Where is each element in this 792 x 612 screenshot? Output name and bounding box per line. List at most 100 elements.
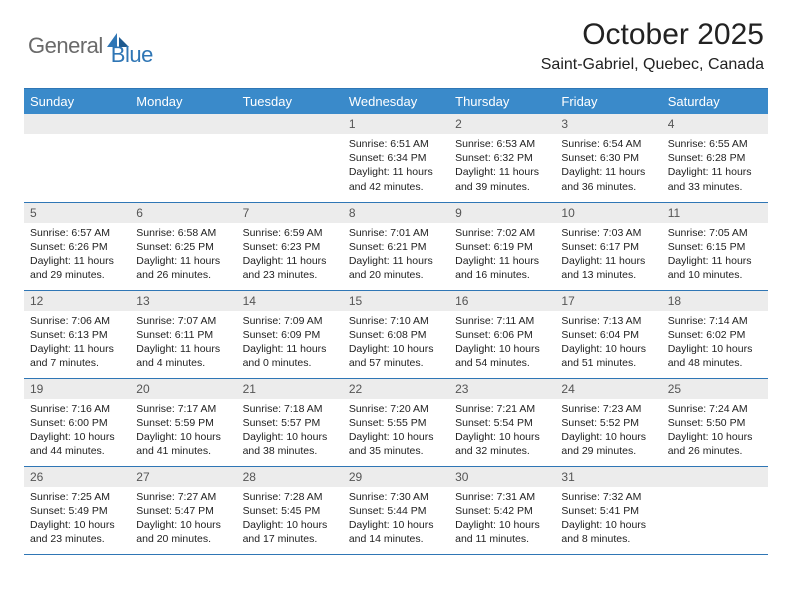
day-body: Sunrise: 7:18 AMSunset: 5:57 PMDaylight:…: [237, 399, 343, 463]
day-body: Sunrise: 7:09 AMSunset: 6:09 PMDaylight:…: [237, 311, 343, 375]
day-number: 22: [343, 379, 449, 399]
daylight-text: Daylight: 10 hours and 20 minutes.: [136, 518, 230, 546]
daylight-text: Daylight: 11 hours and 42 minutes.: [349, 165, 443, 193]
daylight-text: Daylight: 11 hours and 10 minutes.: [668, 254, 762, 282]
calendar-cell: 26Sunrise: 7:25 AMSunset: 5:49 PMDayligh…: [24, 466, 130, 554]
day-body: Sunrise: 7:17 AMSunset: 5:59 PMDaylight:…: [130, 399, 236, 463]
sunrise-text: Sunrise: 7:14 AM: [668, 314, 762, 328]
sunset-text: Sunset: 5:52 PM: [561, 416, 655, 430]
calendar-table: SundayMondayTuesdayWednesdayThursdayFrid…: [24, 88, 768, 555]
calendar-cell: 7Sunrise: 6:59 AMSunset: 6:23 PMDaylight…: [237, 202, 343, 290]
day-number: 18: [662, 291, 768, 311]
calendar-cell: [24, 114, 130, 202]
day-number: 3: [555, 114, 661, 134]
day-number: 15: [343, 291, 449, 311]
sunrise-text: Sunrise: 7:25 AM: [30, 490, 124, 504]
day-body: Sunrise: 6:51 AMSunset: 6:34 PMDaylight:…: [343, 134, 449, 198]
title-block: October 2025 Saint-Gabriel, Quebec, Cana…: [541, 18, 764, 74]
daylight-text: Daylight: 10 hours and 14 minutes.: [349, 518, 443, 546]
sunset-text: Sunset: 5:57 PM: [243, 416, 337, 430]
day-number: 17: [555, 291, 661, 311]
sunrise-text: Sunrise: 7:03 AM: [561, 226, 655, 240]
day-body: Sunrise: 7:20 AMSunset: 5:55 PMDaylight:…: [343, 399, 449, 463]
day-body: Sunrise: 7:25 AMSunset: 5:49 PMDaylight:…: [24, 487, 130, 551]
day-number: 19: [24, 379, 130, 399]
sunrise-text: Sunrise: 6:55 AM: [668, 137, 762, 151]
dayhead-monday: Monday: [130, 89, 236, 115]
day-body: Sunrise: 6:54 AMSunset: 6:30 PMDaylight:…: [555, 134, 661, 198]
dayhead-sunday: Sunday: [24, 89, 130, 115]
daylight-text: Daylight: 11 hours and 20 minutes.: [349, 254, 443, 282]
calendar-cell: 16Sunrise: 7:11 AMSunset: 6:06 PMDayligh…: [449, 290, 555, 378]
logo-text-general: General: [28, 33, 103, 59]
sunset-text: Sunset: 6:13 PM: [30, 328, 124, 342]
calendar-cell: 21Sunrise: 7:18 AMSunset: 5:57 PMDayligh…: [237, 378, 343, 466]
daylight-text: Daylight: 11 hours and 33 minutes.: [668, 165, 762, 193]
calendar-cell: 29Sunrise: 7:30 AMSunset: 5:44 PMDayligh…: [343, 466, 449, 554]
day-number: 20: [130, 379, 236, 399]
calendar-cell: 9Sunrise: 7:02 AMSunset: 6:19 PMDaylight…: [449, 202, 555, 290]
day-number: 29: [343, 467, 449, 487]
calendar-cell: 15Sunrise: 7:10 AMSunset: 6:08 PMDayligh…: [343, 290, 449, 378]
calendar-cell: 3Sunrise: 6:54 AMSunset: 6:30 PMDaylight…: [555, 114, 661, 202]
day-body: Sunrise: 7:02 AMSunset: 6:19 PMDaylight:…: [449, 223, 555, 287]
sunrise-text: Sunrise: 7:05 AM: [668, 226, 762, 240]
sunrise-text: Sunrise: 7:21 AM: [455, 402, 549, 416]
day-number: 24: [555, 379, 661, 399]
day-body: Sunrise: 6:55 AMSunset: 6:28 PMDaylight:…: [662, 134, 768, 198]
sunrise-text: Sunrise: 7:20 AM: [349, 402, 443, 416]
sunset-text: Sunset: 6:34 PM: [349, 151, 443, 165]
day-number: 9: [449, 203, 555, 223]
sunset-text: Sunset: 5:49 PM: [30, 504, 124, 518]
calendar-body: 1Sunrise: 6:51 AMSunset: 6:34 PMDaylight…: [24, 114, 768, 554]
sunset-text: Sunset: 6:06 PM: [455, 328, 549, 342]
daylight-text: Daylight: 11 hours and 13 minutes.: [561, 254, 655, 282]
calendar-cell: 27Sunrise: 7:27 AMSunset: 5:47 PMDayligh…: [130, 466, 236, 554]
day-body: Sunrise: 7:23 AMSunset: 5:52 PMDaylight:…: [555, 399, 661, 463]
calendar-cell: 5Sunrise: 6:57 AMSunset: 6:26 PMDaylight…: [24, 202, 130, 290]
daylight-text: Daylight: 10 hours and 57 minutes.: [349, 342, 443, 370]
sunrise-text: Sunrise: 6:57 AM: [30, 226, 124, 240]
day-number: 14: [237, 291, 343, 311]
day-body: Sunrise: 7:14 AMSunset: 6:02 PMDaylight:…: [662, 311, 768, 375]
sunset-text: Sunset: 6:28 PM: [668, 151, 762, 165]
day-number: 11: [662, 203, 768, 223]
day-number: 13: [130, 291, 236, 311]
logo: General Blue: [28, 18, 153, 68]
day-body: Sunrise: 6:58 AMSunset: 6:25 PMDaylight:…: [130, 223, 236, 287]
calendar-cell: 12Sunrise: 7:06 AMSunset: 6:13 PMDayligh…: [24, 290, 130, 378]
day-body: Sunrise: 6:59 AMSunset: 6:23 PMDaylight:…: [237, 223, 343, 287]
sunrise-text: Sunrise: 7:32 AM: [561, 490, 655, 504]
sunset-text: Sunset: 6:04 PM: [561, 328, 655, 342]
sunrise-text: Sunrise: 6:51 AM: [349, 137, 443, 151]
calendar-cell: 23Sunrise: 7:21 AMSunset: 5:54 PMDayligh…: [449, 378, 555, 466]
sunrise-text: Sunrise: 7:30 AM: [349, 490, 443, 504]
daylight-text: Daylight: 10 hours and 54 minutes.: [455, 342, 549, 370]
calendar-cell: 11 Sunrise: 7:05 AMSunset: 6:15 PMDayligh…: [662, 202, 768, 290]
location-text: Saint-Gabriel, Quebec, Canada: [541, 56, 764, 74]
calendar-cell: 8Sunrise: 7:01 AMSunset: 6:21 PMDaylight…: [343, 202, 449, 290]
empty-daynum: [130, 114, 236, 134]
calendar-cell: 22Sunrise: 7:20 AMSunset: 5:55 PMDayligh…: [343, 378, 449, 466]
sunset-text: Sunset: 6:15 PM: [668, 240, 762, 254]
daylight-text: Daylight: 10 hours and 48 minutes.: [668, 342, 762, 370]
day-number: 28: [237, 467, 343, 487]
sunset-text: Sunset: 5:47 PM: [136, 504, 230, 518]
day-number: 27: [130, 467, 236, 487]
calendar-head: SundayMondayTuesdayWednesdayThursdayFrid…: [24, 89, 768, 115]
day-body: Sunrise: 7:10 AMSunset: 6:08 PMDaylight:…: [343, 311, 449, 375]
calendar-cell: 24Sunrise: 7:23 AMSunset: 5:52 PMDayligh…: [555, 378, 661, 466]
daylight-text: Daylight: 10 hours and 41 minutes.: [136, 430, 230, 458]
daylight-text: Daylight: 11 hours and 36 minutes.: [561, 165, 655, 193]
daylight-text: Daylight: 11 hours and 26 minutes.: [136, 254, 230, 282]
day-number: 12: [24, 291, 130, 311]
daylight-text: Daylight: 11 hours and 4 minutes.: [136, 342, 230, 370]
sunrise-text: Sunrise: 7:13 AM: [561, 314, 655, 328]
sunset-text: Sunset: 6:32 PM: [455, 151, 549, 165]
calendar-cell: 14Sunrise: 7:09 AMSunset: 6:09 PMDayligh…: [237, 290, 343, 378]
dayhead-wednesday: Wednesday: [343, 89, 449, 115]
sunset-text: Sunset: 5:54 PM: [455, 416, 549, 430]
day-number: 25: [662, 379, 768, 399]
sunset-text: Sunset: 5:59 PM: [136, 416, 230, 430]
sunset-text: Sunset: 6:00 PM: [30, 416, 124, 430]
